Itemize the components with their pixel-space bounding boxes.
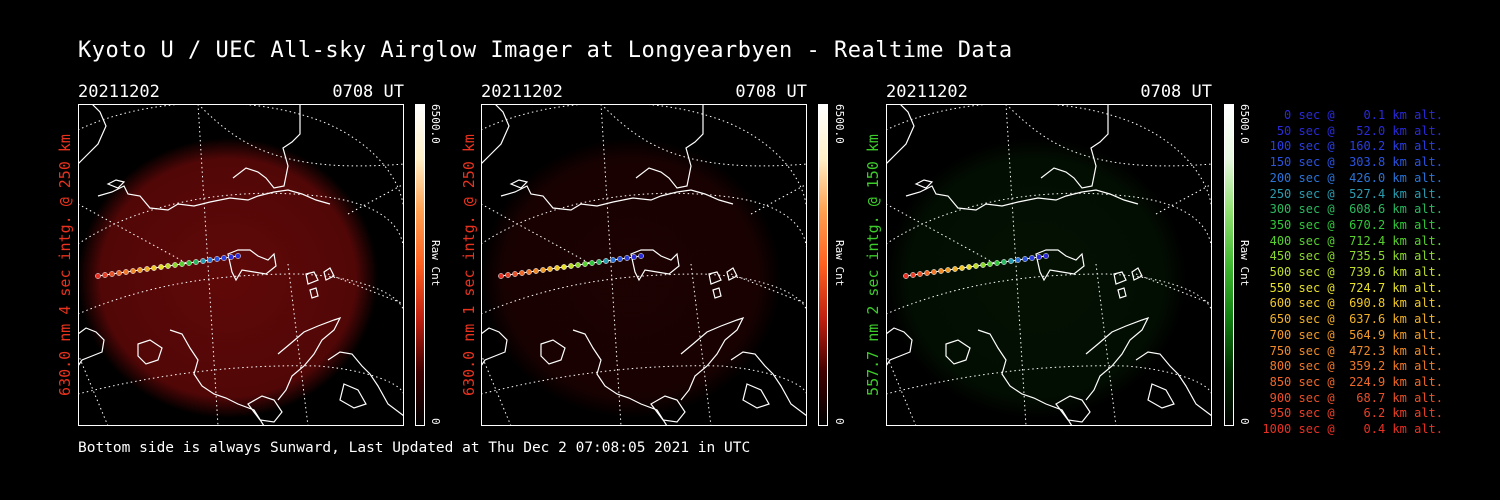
panel-3-colorbar bbox=[1224, 104, 1234, 426]
legend-row: 850 sec @ 224.9 km alt. bbox=[1262, 374, 1443, 389]
panel-3-cbar-unit: Raw Cnt bbox=[1238, 240, 1251, 287]
panel-1-colorbar bbox=[415, 104, 425, 426]
panel-1-cbar-min: 0 bbox=[429, 418, 442, 425]
legend-row: 650 sec @ 637.6 km alt. bbox=[1262, 312, 1443, 327]
legend-row: 100 sec @ 160.2 km alt. bbox=[1262, 139, 1443, 154]
panel-1-cbar-max: 6500.0 bbox=[429, 104, 442, 144]
panel-3-time: 0708 UT bbox=[1140, 82, 1212, 102]
panel-1-allsky-image bbox=[78, 104, 404, 426]
legend-row: 400 sec @ 712.4 km alt. bbox=[1262, 233, 1443, 248]
panel-3-ylabel: 557.7 nm 2 sec intg. @ 150 km bbox=[864, 134, 882, 396]
legend-row: 300 sec @ 608.6 km alt. bbox=[1262, 202, 1443, 217]
legend-row: 750 sec @ 472.3 km alt. bbox=[1262, 343, 1443, 358]
legend-row: 600 sec @ 690.8 km alt. bbox=[1262, 296, 1443, 311]
legend-row: 450 sec @ 735.5 km alt. bbox=[1262, 249, 1443, 264]
legend-row: 950 sec @ 6.2 km alt. bbox=[1262, 406, 1443, 421]
legend-row: 700 sec @ 564.9 km alt. bbox=[1262, 327, 1443, 342]
legend-row: 350 sec @ 670.2 km alt. bbox=[1262, 217, 1443, 232]
panel-2-allsky-image bbox=[481, 104, 807, 426]
panel-1-ylabel: 630.0 nm 4 sec intg. @ 250 km bbox=[56, 134, 74, 396]
panel-2: 20211202 0708 UT bbox=[481, 82, 807, 426]
legend-row: 50 sec @ 52.0 km alt. bbox=[1262, 123, 1443, 138]
footer-note: Bottom side is always Sunward, Last Upda… bbox=[78, 440, 751, 456]
panel-2-cbar-max: 6500.0 bbox=[833, 104, 846, 144]
panel-1-date: 20211202 bbox=[78, 82, 160, 102]
legend-row: 250 sec @ 527.4 km alt. bbox=[1262, 186, 1443, 201]
legend-row: 1000 sec @ 0.4 km alt. bbox=[1262, 422, 1443, 437]
panel-1-cbar-unit: Raw Cnt bbox=[429, 240, 442, 287]
panel-2-time: 0708 UT bbox=[735, 82, 807, 102]
panel-3-cbar-max: 6500.0 bbox=[1238, 104, 1251, 144]
legend-row: 150 sec @ 303.8 km alt. bbox=[1262, 155, 1443, 170]
legend-row: 800 sec @ 359.2 km alt. bbox=[1262, 359, 1443, 374]
legend-row: 900 sec @ 68.7 km alt. bbox=[1262, 390, 1443, 405]
panel-2-colorbar bbox=[818, 104, 828, 426]
page-title: Kyoto U / UEC All-sky Airglow Imager at … bbox=[78, 38, 1013, 63]
trajectory-legend: 0 sec @ 0.1 km alt. 50 sec @ 52.0 km alt… bbox=[1262, 108, 1443, 438]
panel-2-ylabel: 630.0 nm 1 sec intg. @ 250 km bbox=[460, 134, 478, 396]
panel-3-allsky-image bbox=[886, 104, 1212, 426]
panel-1: 20211202 0708 UT bbox=[78, 82, 404, 426]
legend-row: 200 sec @ 426.0 km alt. bbox=[1262, 170, 1443, 185]
panel-3-cbar-min: 0 bbox=[1238, 418, 1251, 425]
legend-row: 500 sec @ 739.6 km alt. bbox=[1262, 265, 1443, 280]
panel-3-date: 20211202 bbox=[886, 82, 968, 102]
panel-3: 20211202 0708 UT bbox=[886, 82, 1212, 426]
legend-row: 0 sec @ 0.1 km alt. bbox=[1262, 108, 1443, 122]
panel-2-cbar-unit: Raw Cnt bbox=[833, 240, 846, 287]
panel-2-cbar-min: 0 bbox=[833, 418, 846, 425]
panel-2-date: 20211202 bbox=[481, 82, 563, 102]
panel-1-time: 0708 UT bbox=[332, 82, 404, 102]
legend-row: 550 sec @ 724.7 km alt. bbox=[1262, 280, 1443, 295]
